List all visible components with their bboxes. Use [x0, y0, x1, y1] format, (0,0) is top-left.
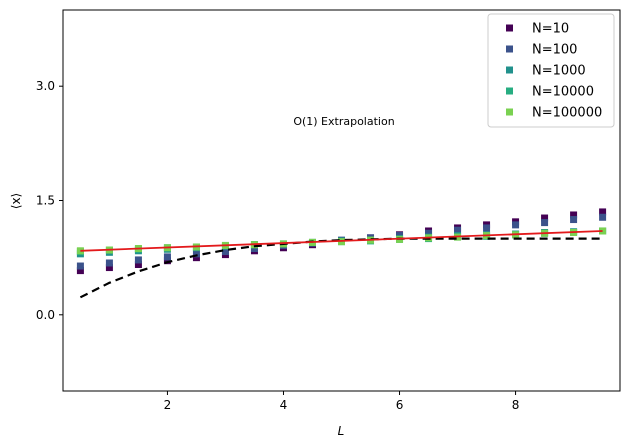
- legend-label-N=10: N=10: [532, 22, 569, 37]
- point-N=10-1.5: [134, 261, 142, 269]
- point-N=10-9: [570, 211, 578, 219]
- x-axis-label: L: [338, 424, 345, 438]
- point-N=100-3: [221, 248, 229, 256]
- point-N=10-8.5: [541, 214, 549, 222]
- point-N=100-1: [105, 259, 113, 267]
- point-N=10-0.5: [76, 267, 84, 275]
- x-tick-label-2: 2: [164, 398, 172, 412]
- point-N=100-0.5: [76, 262, 84, 270]
- point-N=100-8: [512, 221, 520, 229]
- legend: N=10 N=100 N=1000 N=10000 N=100000: [487, 13, 615, 128]
- point-N=10-2: [163, 257, 171, 265]
- point-N=100-6.5: [425, 229, 433, 237]
- x-tick-label-6: 6: [396, 398, 404, 412]
- legend-label-N=1000: N=1000: [532, 64, 586, 79]
- x-tick-label-4: 4: [280, 398, 288, 412]
- legend-marker-N=100: [506, 45, 513, 53]
- legend-label-N=10000: N=10000: [532, 85, 594, 100]
- point-N=100-8.5: [541, 219, 549, 227]
- legend-marker-N=10000: [506, 87, 513, 95]
- legend-box: [487, 13, 615, 128]
- y-axis: 0.0 1.5 3.0: [36, 79, 63, 322]
- point-N=100-7: [454, 226, 462, 234]
- point-N=100-1.5: [134, 256, 142, 264]
- legend-marker-N=10: [506, 24, 513, 32]
- y-tick-label-3: 3.0: [36, 79, 55, 93]
- point-N=100-9: [570, 216, 578, 224]
- point-N=100-2.5: [192, 250, 200, 258]
- legend-label-N=100000: N=100000: [532, 106, 602, 121]
- legend-marker-N=1000: [506, 66, 513, 74]
- x-axis: 2 4 6 8: [164, 391, 520, 412]
- point-N=10-9.5: [599, 208, 607, 216]
- point-N=10-2.5: [192, 254, 200, 262]
- y-tick-label-1.5: 1.5: [36, 194, 55, 208]
- y-tick-label-0: 0.0: [36, 308, 55, 322]
- reference-curve: [79, 237, 603, 299]
- fit-line: [80, 230, 603, 252]
- point-N=100-9.5: [599, 213, 607, 221]
- x-tick-label-8: 8: [512, 398, 520, 412]
- point-N=10-1: [105, 264, 113, 272]
- legend-label-N=100: N=100: [532, 43, 577, 58]
- point-N=100-2: [163, 253, 171, 261]
- y-axis-label: ⟨x⟩: [9, 193, 23, 209]
- point-N=100-7.5: [483, 224, 491, 232]
- point-N=100-3.5: [250, 245, 258, 253]
- annotation-label: O(1) Extrapolation: [293, 115, 394, 128]
- legend-marker-N=100000: [506, 108, 513, 116]
